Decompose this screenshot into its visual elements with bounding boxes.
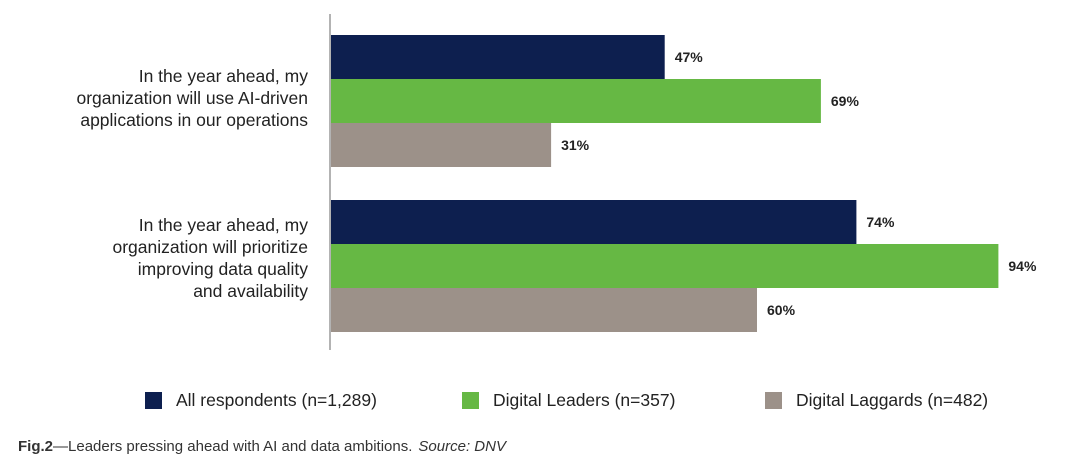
category-label-line: applications in our operations [80,110,308,130]
bar-2-series-1 [331,200,857,244]
category-label-line: In the year ahead, my [138,66,308,86]
bar-1-series-2 [331,79,821,123]
legend-item-1: All respondents (n=1,289) [145,390,377,411]
data-label-2-series-2: 94% [1008,258,1037,274]
category-label-line: organization will prioritize [112,237,309,257]
legend-swatch [462,392,479,409]
data-label-2-series-1: 74% [866,214,895,230]
data-label-1-series-2: 69% [831,93,860,109]
bar-1-series-3 [331,123,552,167]
bar-1-series-1 [331,35,665,79]
legend-label: All respondents (n=1,289) [176,390,377,410]
legend-label: Digital Leaders (n=357) [493,390,676,410]
legend: All respondents (n=1,289) Digital Leaders… [0,390,1080,416]
caption-source: Source: DNV [418,438,506,455]
data-label-2-series-3: 60% [767,302,796,318]
data-label-1-series-3: 31% [561,137,590,153]
bar-2-series-3 [331,288,757,332]
figure-caption: Fig.2—Leaders pressing ahead with AI and… [18,438,506,455]
category-label-1: In the year ahead, my organization will u… [76,65,308,131]
legend-label: Digital Laggards (n=482) [796,390,989,410]
caption-text: —Leaders pressing ahead with AI and data… [53,438,413,455]
data-label-1-series-1: 47% [675,49,704,65]
legend-item-3: Digital Laggards (n=482) [765,390,988,411]
bar-2-series-2 [331,244,999,288]
category-label-line: improving data quality [137,259,308,279]
category-label-2: In the year ahead, my organization will p… [113,214,309,302]
legend-swatch [145,392,162,409]
category-label-line: and availability [193,281,308,301]
figure-number: Fig.2 [18,438,54,455]
legend-item-2: Digital Leaders (n=357) [462,390,675,411]
legend-swatch [765,392,782,409]
category-label-line: In the year ahead, my [138,215,308,235]
bar-chart: 47% 69% 31% 74% 94% 60% [329,14,1037,350]
category-label-line: organization will use AI-driven [76,88,308,108]
